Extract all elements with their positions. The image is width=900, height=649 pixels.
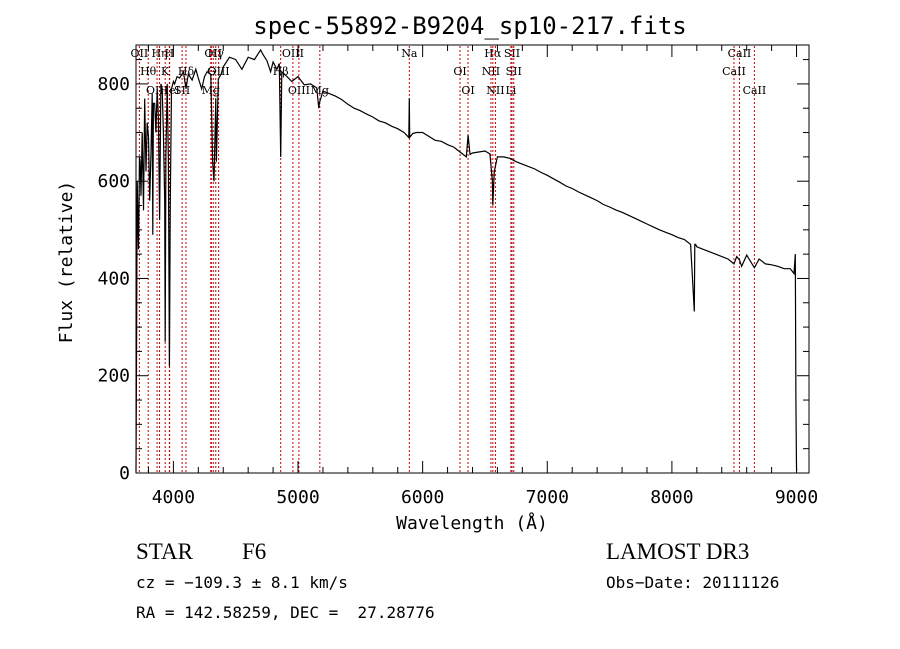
coordinates: RA = 142.58259, DEC = 27.28776 <box>136 603 435 622</box>
line-label: NII <box>486 84 504 97</box>
line-label: SII <box>506 65 522 78</box>
line-label: H <box>165 47 175 60</box>
line-label: CaII <box>722 65 746 78</box>
x-tick-label: 6000 <box>401 487 444 508</box>
line-label: Hθ <box>140 65 157 78</box>
y-tick-label: 200 <box>97 366 130 387</box>
y-tick-label: 0 <box>119 463 130 484</box>
line-label: OIII <box>288 84 310 97</box>
y-axis-label: Flux (relative) <box>56 181 77 344</box>
line-label: OI <box>461 84 474 97</box>
line-label: Hγ <box>208 47 225 60</box>
chart-title: spec-55892-B9204_sp10-217.fits <box>253 12 686 40</box>
line-label: SII <box>504 47 520 60</box>
x-tick-label: 5000 <box>276 487 319 508</box>
redshift-info: cz = −109.3 ± 8.1 km/s <box>136 573 348 592</box>
line-label: Hα <box>484 47 502 60</box>
plot-frame <box>135 44 810 474</box>
object-class: STAR <box>136 539 193 564</box>
y-tick-label: 600 <box>97 171 130 192</box>
line-markers: OIIHθOIIIHηKHeIHHδSIIOIIGMgHγOIIIOIIIOII… <box>131 46 767 472</box>
x-tick-label: 8000 <box>650 487 693 508</box>
y-tick-label: 800 <box>97 74 130 95</box>
line-label: OIII <box>282 47 304 60</box>
line-label: OII <box>204 47 222 60</box>
x-tick-label: 9000 <box>775 487 818 508</box>
line-label: Na <box>401 47 418 60</box>
line-label: K <box>161 65 170 78</box>
x-axis-label: Wavelength (Å) <box>396 512 548 534</box>
line-label: SII <box>174 84 190 97</box>
survey-name: LAMOST DR3 <box>606 539 750 564</box>
x-tick-label: 4000 <box>152 487 195 508</box>
y-tick-label: 400 <box>97 268 130 289</box>
line-label: OI <box>453 65 466 78</box>
flux-series-line <box>135 48 798 472</box>
observation-date: Obs−Date: 20111126 <box>606 573 780 592</box>
x-tick-label: 7000 <box>526 487 569 508</box>
spectral-subclass: F6 <box>242 539 267 564</box>
x-axis-ticks: 4000 5000 6000 7000 8000 9000 <box>147 45 818 508</box>
line-label: CaII <box>743 84 767 97</box>
line-label: OIII <box>208 65 230 78</box>
line-label: G <box>207 65 216 78</box>
line-label: Li <box>505 84 516 97</box>
y-axis-ticks: 0 200 400 600 800 <box>97 59 809 484</box>
line-label: Hη <box>151 47 167 60</box>
line-label: CaII <box>728 47 752 60</box>
line-label: OII <box>131 47 149 60</box>
line-label: NII <box>482 65 500 78</box>
